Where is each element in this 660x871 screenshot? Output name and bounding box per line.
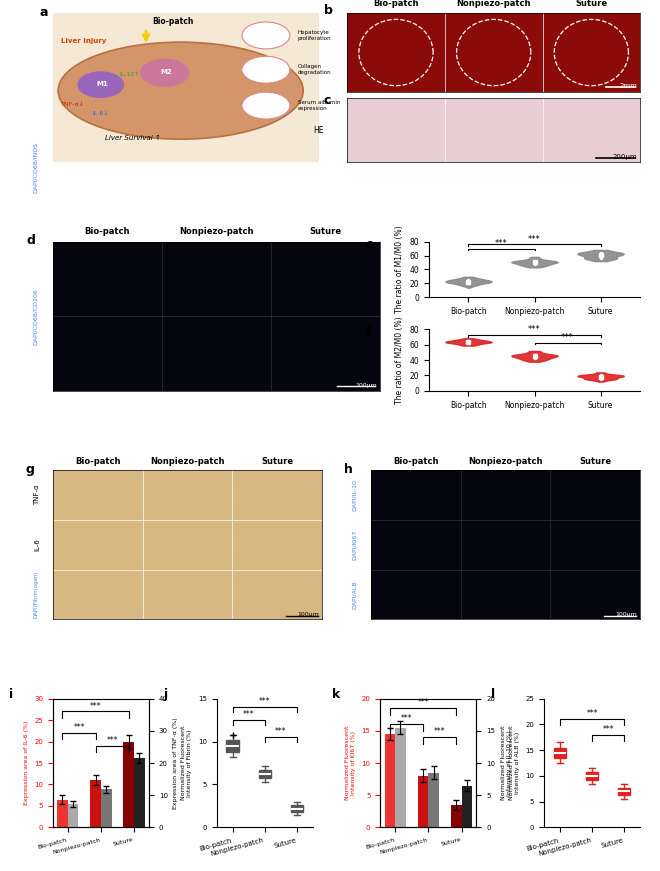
Text: DAPI/Ki67: DAPI/Ki67 xyxy=(352,530,357,560)
Text: ***: *** xyxy=(275,727,286,736)
Text: i: i xyxy=(9,688,14,701)
Text: Bio-patch: Bio-patch xyxy=(152,17,193,25)
Text: TNF-α: TNF-α xyxy=(34,484,40,505)
Text: HE: HE xyxy=(314,125,323,134)
Text: Nonpiezo-patch: Nonpiezo-patch xyxy=(150,457,225,466)
Text: 200μm: 200μm xyxy=(612,153,638,159)
Bar xyxy=(395,727,406,827)
Text: ***: *** xyxy=(528,326,541,334)
Y-axis label: Normalized Fluorescent
Intensity of Fibrin (%): Normalized Fluorescent Intensity of Fibr… xyxy=(182,726,192,800)
Y-axis label: Normalized Fluorescent
Intensity of ALB (%): Normalized Fluorescent Intensity of ALB … xyxy=(509,726,519,800)
Text: Suture: Suture xyxy=(310,226,342,235)
Bar xyxy=(134,758,145,827)
PathPatch shape xyxy=(618,787,630,795)
Y-axis label: The ratio of M2/M0 (%): The ratio of M2/M0 (%) xyxy=(395,316,404,404)
Circle shape xyxy=(242,92,290,119)
Y-axis label: Expression area of TNF-α (%): Expression area of TNF-α (%) xyxy=(174,717,178,809)
Text: 2mm: 2mm xyxy=(619,83,638,89)
Text: ***: *** xyxy=(586,709,598,719)
Text: ***: *** xyxy=(106,736,118,745)
Bar xyxy=(385,734,395,827)
Bar xyxy=(57,800,68,827)
Text: 100μm: 100μm xyxy=(298,612,319,618)
Y-axis label: The ratio of M1/M0 (%): The ratio of M1/M0 (%) xyxy=(395,226,404,314)
Text: Suture: Suture xyxy=(261,457,294,466)
Bar xyxy=(428,773,439,827)
Text: g: g xyxy=(26,463,35,476)
Text: IL-10↑: IL-10↑ xyxy=(119,71,140,77)
Text: 100μm: 100μm xyxy=(616,612,638,618)
Ellipse shape xyxy=(58,42,303,139)
Text: IL-6: IL-6 xyxy=(34,538,40,551)
Circle shape xyxy=(141,59,189,86)
Text: j: j xyxy=(164,688,168,701)
Bar xyxy=(418,776,428,827)
Text: Nonpiezo-patch: Nonpiezo-patch xyxy=(468,457,543,466)
Text: Serum albumin
expression: Serum albumin expression xyxy=(298,100,341,111)
Bar xyxy=(90,780,101,827)
Text: Bio-patch: Bio-patch xyxy=(393,457,438,466)
Bar xyxy=(461,786,472,827)
Text: ***: *** xyxy=(603,725,614,733)
Text: DAPI/CD68/iNOS: DAPI/CD68/iNOS xyxy=(33,141,38,192)
Text: ***: *** xyxy=(90,702,102,711)
PathPatch shape xyxy=(259,770,271,778)
Text: DAPI/ALB: DAPI/ALB xyxy=(352,580,357,609)
Text: ***: *** xyxy=(259,698,271,706)
Text: 100μm: 100μm xyxy=(355,383,377,388)
Text: k: k xyxy=(332,688,341,701)
Bar xyxy=(451,805,461,827)
Text: Suture: Suture xyxy=(576,0,607,9)
PathPatch shape xyxy=(586,772,598,780)
Text: Nonpiezo-patch: Nonpiezo-patch xyxy=(457,0,531,9)
Text: ***: *** xyxy=(73,723,85,733)
Text: a: a xyxy=(40,5,48,18)
Y-axis label: Expression area of IL-6 (%): Expression area of IL-6 (%) xyxy=(24,721,28,805)
Text: ***: *** xyxy=(243,710,254,719)
Text: Bio-patch: Bio-patch xyxy=(374,0,418,9)
Text: Nonpiezo-patch: Nonpiezo-patch xyxy=(180,226,254,235)
Text: Collagen
degradation: Collagen degradation xyxy=(298,64,331,75)
Bar xyxy=(101,789,112,827)
Text: Bio-patch: Bio-patch xyxy=(84,226,130,235)
Y-axis label: Normalized Fluorescent
Intensity of Ki67 (%): Normalized Fluorescent Intensity of Ki67… xyxy=(345,726,356,800)
Circle shape xyxy=(242,22,290,49)
Text: Hepatocyte
proliferation: Hepatocyte proliferation xyxy=(298,30,331,41)
Bar xyxy=(68,804,79,827)
Text: ***: *** xyxy=(401,714,412,723)
Bar xyxy=(123,741,134,827)
Y-axis label: Normalized Fluorescent
Intensity of IL-10 (%): Normalized Fluorescent Intensity of IL-1… xyxy=(501,726,512,800)
Text: ***: *** xyxy=(434,727,446,736)
Text: Liver Survival ↑: Liver Survival ↑ xyxy=(105,135,160,141)
Text: Bio-patch: Bio-patch xyxy=(75,457,121,466)
Text: ***: *** xyxy=(417,698,429,707)
PathPatch shape xyxy=(554,747,566,758)
Text: f: f xyxy=(366,326,371,339)
Text: e: e xyxy=(366,239,374,251)
Text: Liver injury: Liver injury xyxy=(61,38,106,44)
Text: h: h xyxy=(344,463,352,476)
PathPatch shape xyxy=(290,805,303,812)
Text: M2: M2 xyxy=(160,70,172,75)
Text: Suture: Suture xyxy=(579,457,611,466)
Text: TNF-α↓: TNF-α↓ xyxy=(61,102,84,106)
Text: IL-6↓: IL-6↓ xyxy=(93,111,110,116)
Text: ***: *** xyxy=(528,235,541,244)
Text: ***: *** xyxy=(495,240,508,248)
PathPatch shape xyxy=(226,739,239,752)
Circle shape xyxy=(78,72,123,98)
Text: d: d xyxy=(26,234,36,247)
Text: l: l xyxy=(491,688,495,701)
Text: DAPI/Fibrin(ogen): DAPI/Fibrin(ogen) xyxy=(34,571,39,618)
Circle shape xyxy=(242,57,290,84)
Text: ***: *** xyxy=(561,333,574,342)
Text: M1: M1 xyxy=(97,81,108,87)
Text: b: b xyxy=(323,3,333,17)
Text: DAPI/CD68/CD206: DAPI/CD68/CD206 xyxy=(33,287,38,345)
Text: c: c xyxy=(323,94,331,107)
Text: DAPI/IL-10: DAPI/IL-10 xyxy=(352,479,357,511)
